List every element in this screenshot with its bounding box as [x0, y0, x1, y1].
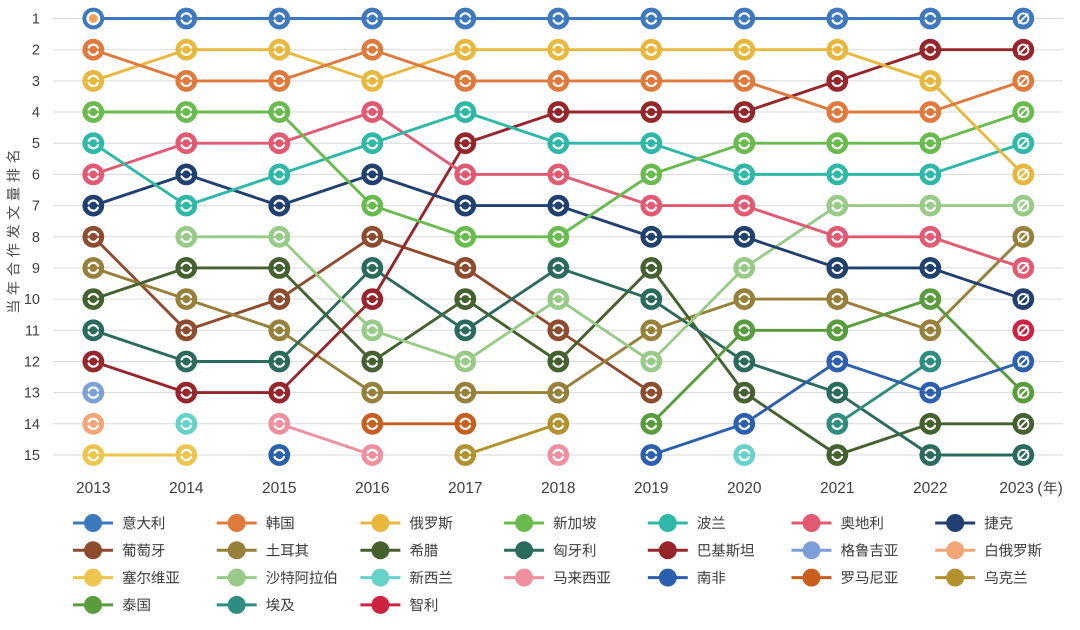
- svg-text:2013: 2013: [76, 480, 110, 497]
- svg-text:2: 2: [32, 43, 40, 59]
- svg-text:9: 9: [32, 261, 40, 277]
- svg-text:2014: 2014: [169, 480, 204, 497]
- svg-text:): ): [1058, 480, 1063, 497]
- svg-text:1: 1: [32, 12, 40, 28]
- svg-text:3: 3: [32, 74, 40, 90]
- svg-text:(: (: [1037, 480, 1043, 497]
- svg-text:2018: 2018: [541, 480, 575, 497]
- svg-text:2021: 2021: [820, 480, 854, 497]
- svg-text:12: 12: [24, 355, 40, 371]
- svg-text:7: 7: [32, 199, 40, 215]
- svg-text:10: 10: [24, 292, 40, 308]
- svg-text:15: 15: [24, 448, 40, 464]
- svg-text:13: 13: [24, 386, 40, 402]
- svg-text:5: 5: [32, 136, 40, 152]
- svg-text:2023: 2023: [999, 480, 1033, 497]
- svg-text:2015: 2015: [262, 480, 296, 497]
- svg-text:2019: 2019: [634, 480, 668, 497]
- svg-text:2017: 2017: [448, 480, 482, 497]
- svg-text:2020: 2020: [727, 480, 762, 497]
- svg-text:8: 8: [32, 230, 40, 246]
- svg-text:4: 4: [32, 105, 40, 121]
- svg-text:11: 11: [25, 323, 40, 339]
- svg-text:2016: 2016: [355, 480, 389, 497]
- svg-text:2022: 2022: [913, 480, 947, 497]
- svg-text:14: 14: [24, 417, 40, 433]
- svg-text:6: 6: [32, 167, 40, 183]
